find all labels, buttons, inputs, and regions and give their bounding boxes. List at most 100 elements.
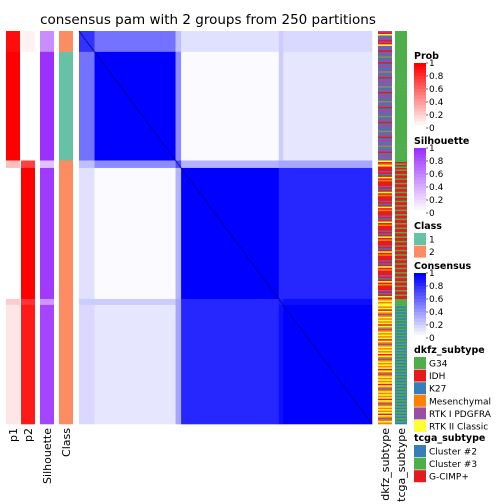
silhouette-legend-tick: 0	[429, 209, 435, 219]
p1-column-cell	[6, 51, 20, 161]
tcga-subtype-column-cell	[395, 72, 407, 75]
tcga-subtype-column-cell	[395, 240, 407, 243]
tcga-subtype-column-cell	[395, 242, 407, 245]
tcga-subtype-column-cell	[395, 208, 407, 210]
tcga-subtype-legend-item: G-CIMP+	[429, 473, 469, 483]
dkfz-subtype-column-cell	[378, 322, 392, 325]
dkfz-subtype-column-cell	[378, 371, 392, 374]
dkfz-subtype-column	[378, 31, 392, 425]
tcga-subtype-column-cell	[395, 276, 407, 279]
dkfz-subtype-column-cell	[378, 243, 392, 246]
consensus-cell	[283, 167, 373, 300]
tcga-subtype-legend-item: Cluster #2	[429, 448, 477, 458]
dkfz-subtype-column-cell	[378, 35, 392, 38]
tcga-subtype-column-cell	[395, 257, 407, 260]
dkfz-subtype-column-cell	[378, 321, 392, 324]
dkfz-subtype-column-cell	[378, 36, 392, 39]
dkfz-subtype-column-cell	[378, 237, 392, 240]
dkfz-subtype-column-cell	[378, 312, 392, 315]
tcga-subtype-column-cell	[395, 53, 407, 56]
tcga-subtype-column-cell	[395, 38, 407, 41]
tcga-subtype-column-cell	[395, 124, 407, 127]
dkfz-subtype-column-cell	[378, 397, 392, 399]
dkfz-subtype-column-cell	[378, 86, 392, 88]
silhouette-legend-swatch	[414, 161, 426, 165]
silhouette-legend-swatch	[414, 206, 426, 211]
tcga-subtype-column-cell	[395, 403, 407, 405]
tcga-subtype-column-cell	[395, 370, 407, 373]
tcga-subtype-column-cell	[395, 361, 407, 364]
consensus-cell	[94, 160, 176, 169]
dkfz-subtype-column-cell	[378, 108, 392, 111]
dkfz-subtype-column-cell	[378, 231, 392, 234]
dkfz-subtype-column-cell	[378, 261, 392, 264]
consensus-legend-swatch	[414, 305, 426, 310]
dkfz-subtype-column-cell	[378, 102, 392, 105]
dkfz-subtype-legend-item: IDH	[429, 372, 445, 382]
silhouette-legend-swatch	[414, 203, 426, 207]
dkfz-subtype-column-cell	[378, 45, 392, 48]
class-column-cell	[59, 51, 73, 161]
tcga-subtype-column-cell	[395, 170, 407, 173]
tcga-subtype-column-cell	[395, 306, 407, 309]
tcga-subtype-column-cell	[395, 148, 407, 151]
tcga-subtype-column-cell	[395, 330, 407, 333]
tcga-subtype-column-cell	[395, 39, 407, 42]
consensus-legend-tick: 1	[429, 269, 435, 279]
dkfz-subtype-column-cell	[378, 388, 392, 391]
dkfz-subtype-column-cell	[378, 340, 392, 343]
p1-column-cell	[6, 160, 20, 169]
consensus-legend-swatch	[414, 315, 426, 319]
dkfz-subtype-column-cell	[378, 300, 392, 303]
dkfz-subtype-column-cell	[378, 106, 392, 109]
dkfz-subtype-column-cell	[378, 351, 392, 353]
p2-column-cell	[21, 160, 35, 169]
tcga-subtype-column-cell	[395, 102, 407, 105]
tcga-subtype-column-cell	[395, 127, 407, 130]
tcga-subtype-column-cell	[395, 309, 407, 312]
dkfz-subtype-column-cell	[378, 124, 392, 127]
dkfz-subtype-column-cell	[378, 282, 392, 285]
tcga-subtype-column-cell	[395, 284, 407, 286]
tcga-subtype-column-cell	[395, 123, 407, 126]
tcga-subtype-column-cell	[395, 343, 407, 346]
tcga-subtype-column-cell	[395, 84, 407, 87]
tcga-subtype-column-cell	[395, 36, 407, 39]
tcga-subtype-column-cell	[395, 324, 407, 327]
tcga-subtype-column-cell	[395, 269, 407, 271]
dkfz-subtype-column-cell	[378, 148, 392, 151]
silhouette-legend-tick: 0.6	[429, 170, 444, 180]
dkfz-subtype-column-cell	[378, 257, 392, 260]
dkfz-subtype-column-cell	[378, 199, 392, 202]
silhouette-label: Silhouette	[41, 428, 54, 484]
silhouette-legend-title: Silhouette	[414, 136, 469, 147]
tcga-subtype-column-cell	[395, 81, 407, 84]
tcga-subtype-legend-swatch	[414, 457, 426, 470]
dkfz-subtype-column-cell	[378, 346, 392, 349]
p1-column-cell	[6, 31, 20, 53]
tcga-subtype-legend-swatch	[414, 445, 426, 457]
dkfz-subtype-column-cell	[378, 398, 392, 401]
tcga-subtype-column-cell	[395, 159, 407, 161]
tcga-subtype-column-cell	[395, 205, 407, 207]
p1-column-cell	[6, 304, 20, 425]
tcga-subtype-column-cell	[395, 290, 407, 292]
tcga-subtype-column-cell	[395, 409, 407, 411]
dkfz-subtype-column-cell	[378, 264, 392, 267]
dkfz-subtype-column-cell	[378, 266, 392, 268]
consensus-cell	[94, 304, 176, 425]
p2-column-cell	[21, 304, 35, 425]
tcga-subtype-column-cell	[395, 243, 407, 246]
tcga-subtype-column-cell	[395, 258, 407, 261]
tcga-subtype-column-cell	[395, 65, 407, 68]
dkfz-subtype-column-cell	[378, 230, 392, 233]
tcga-subtype-column-cell	[395, 87, 407, 90]
tcga-subtype-column-cell	[395, 157, 407, 160]
tcga-subtype-column-cell	[395, 394, 407, 397]
tcga-subtype-column-cell	[395, 63, 407, 66]
tcga-subtype-column-cell	[395, 379, 407, 382]
p2-column-cell	[21, 298, 35, 306]
tcga-subtype-column-cell	[395, 270, 407, 273]
dkfz-subtype-column-cell	[378, 53, 392, 56]
